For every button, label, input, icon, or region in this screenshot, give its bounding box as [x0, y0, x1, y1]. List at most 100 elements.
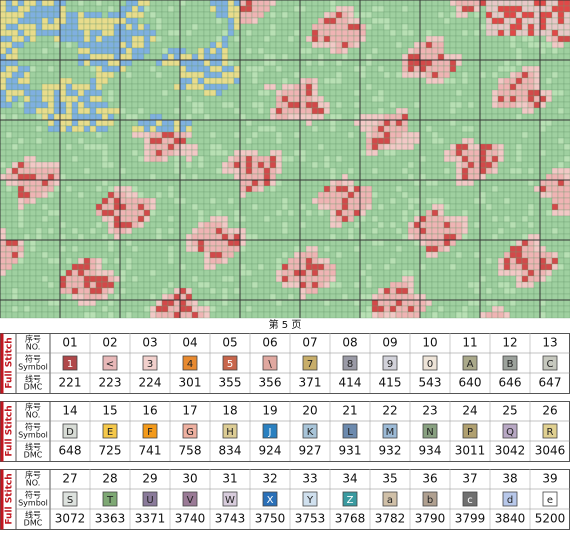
- stitch-cell: [203, 155, 211, 163]
- stitch-cell: [395, 11, 403, 19]
- stitch-cell: [329, 143, 337, 151]
- stitch-cell: [449, 161, 457, 169]
- stitch-cell: [239, 209, 247, 217]
- stitch-cell: [359, 161, 367, 169]
- stitch-cell: [179, 65, 187, 73]
- stitch-cell: [239, 5, 247, 13]
- stitch-cell: [347, 149, 355, 157]
- stitch-cell: [239, 107, 247, 115]
- stitch-cell: [11, 125, 19, 133]
- stitch-cell: [437, 107, 445, 115]
- stitch-cell: [197, 0, 205, 7]
- stitch-cell: [77, 53, 85, 61]
- stitch-cell: [443, 179, 451, 187]
- stitch-cell: [467, 41, 475, 49]
- stitch-cell: [155, 17, 163, 25]
- stitch-cell: [341, 221, 349, 229]
- stitch-cell: [425, 131, 433, 139]
- stitch-cell: [131, 137, 139, 145]
- stitch-cell: [371, 305, 379, 313]
- stitch-cell: [383, 155, 391, 163]
- stitch-cell: [371, 101, 379, 109]
- stitch-cell: [497, 245, 505, 253]
- stitch-cell: [383, 149, 391, 157]
- stitch-cell: [53, 131, 61, 139]
- stitch-cell: [269, 185, 277, 193]
- stitch-cell: [0, 47, 7, 55]
- stitch-cell: [377, 179, 385, 187]
- stitch-cell: [455, 251, 463, 259]
- stitch-cell: [299, 53, 307, 61]
- stitch-cell: [17, 11, 25, 19]
- stitch-cell: [173, 257, 181, 265]
- stitch-cell: [335, 5, 343, 13]
- stitch-cell: [281, 5, 289, 13]
- stitch-cell: [305, 89, 313, 97]
- stitch-cell: [113, 263, 121, 271]
- stitch-cell: [143, 305, 151, 313]
- stitch-cell: [41, 185, 49, 193]
- stitch-cell: [557, 155, 565, 163]
- stitch-cell: [425, 137, 433, 145]
- stitch-cell: [389, 95, 397, 103]
- stitch-cell: [161, 77, 169, 85]
- stitch-cell: [347, 215, 355, 223]
- stitch-cell: [275, 245, 283, 253]
- stitch-cell: [335, 101, 343, 109]
- stitch-cell: [389, 17, 397, 25]
- stitch-cell: [245, 107, 253, 115]
- stitch-cell: [203, 95, 211, 103]
- stitch-cell: [395, 35, 403, 43]
- stitch-cell: [377, 215, 385, 223]
- stitch-cell: [401, 65, 409, 73]
- stitch-cell: [167, 35, 175, 43]
- stitch-cell: [281, 59, 289, 67]
- stitch-cell: [245, 101, 253, 109]
- stitch-cell: [137, 35, 145, 43]
- stitch-cell: [389, 119, 397, 127]
- stitch-cell: [299, 311, 307, 319]
- stitch-cell: [365, 41, 373, 49]
- stitch-cell: [365, 269, 373, 277]
- stitch-cell: [89, 53, 97, 61]
- stitch-cell: [437, 119, 445, 127]
- stitch-cell: [413, 47, 421, 55]
- stitch-cell: [335, 221, 343, 229]
- stitch-cell: [47, 161, 55, 169]
- stitch-cell: [521, 221, 529, 229]
- stitch-cell: [227, 119, 235, 127]
- stitch-cell: [95, 143, 103, 151]
- stitch-cell: [281, 155, 289, 163]
- stitch-cell: [491, 185, 499, 193]
- stitch-cell: [443, 71, 451, 79]
- stitch-cell: [0, 293, 7, 301]
- stitch-cell: [317, 29, 325, 37]
- stitch-cell: [323, 71, 331, 79]
- stitch-cell: [389, 161, 397, 169]
- stitch-cell: [263, 311, 271, 319]
- stitch-cell: [257, 191, 265, 199]
- stitch-cell: [125, 305, 133, 313]
- stitch-cell: [47, 125, 55, 133]
- stitch-cell: [293, 173, 301, 181]
- stitch-cell: [287, 95, 295, 103]
- stitch-cell: [407, 23, 415, 31]
- stitch-cell: [557, 107, 565, 115]
- stitch-cell: [191, 197, 199, 205]
- stitch-cell: [269, 269, 277, 277]
- stitch-cell: [47, 131, 55, 139]
- stitch-cell: [113, 125, 121, 133]
- stitch-cell: [371, 11, 379, 19]
- stitch-cell: [107, 5, 115, 13]
- stitch-cell: [431, 0, 439, 7]
- stitch-cell: [59, 101, 67, 109]
- stitch-cell: [191, 77, 199, 85]
- stitch-cell: [149, 0, 157, 7]
- stitch-cell: [275, 143, 283, 151]
- stitch-cell: [293, 35, 301, 43]
- stitch-cell: [461, 71, 469, 79]
- stitch-cell: [173, 161, 181, 169]
- stitch-cell: [395, 107, 403, 115]
- stitch-cell: [95, 161, 103, 169]
- stitch-cell: [305, 203, 313, 211]
